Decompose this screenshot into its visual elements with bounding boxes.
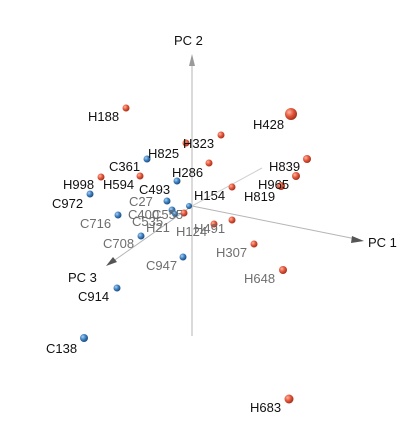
data-points: H188 H428 H323 H825 H286 C361 H839 H998 H594 H965… xyxy=(46,104,311,415)
point-label-c555: C555 xyxy=(152,207,183,222)
data-point-h965 xyxy=(292,172,300,180)
point-label-h998: H998 xyxy=(63,177,94,192)
point-label-h683: H683 xyxy=(250,400,281,415)
data-point-c972 xyxy=(86,190,94,198)
point-label-h819: H819 xyxy=(244,189,275,204)
data-point-c555 xyxy=(186,203,192,209)
data-point-h124 xyxy=(210,220,218,228)
point-label-c493: C493 xyxy=(139,182,170,197)
point-label-c138: C138 xyxy=(46,341,77,356)
data-point-h323 xyxy=(217,131,225,139)
point-label-h154: H154 xyxy=(194,188,225,203)
point-label-h839: H839 xyxy=(269,159,300,174)
data-point-h825 xyxy=(182,139,190,147)
data-point-c947 xyxy=(179,253,187,261)
point-label-h428: H428 xyxy=(253,117,284,132)
data-point-c716 xyxy=(114,211,122,219)
point-label-c400: C400 xyxy=(128,207,159,222)
data-point-h188 xyxy=(122,104,130,112)
data-point-c361 xyxy=(143,155,151,163)
point-label-h491: H491 xyxy=(194,221,225,236)
point-label-c27: C27 xyxy=(129,194,153,209)
axis-pc3-line xyxy=(111,205,193,263)
axis-pc3-arrow xyxy=(106,257,117,266)
point-label-h965: H965 xyxy=(258,177,289,192)
data-point-h491 xyxy=(228,216,236,224)
axis-pc1-arrow xyxy=(351,236,364,243)
axis-label-pc2: PC 2 xyxy=(174,33,203,48)
axes xyxy=(106,54,364,336)
data-point-c27 xyxy=(163,197,171,205)
point-label-h648: H648 xyxy=(244,271,275,286)
data-point-h307 xyxy=(250,240,258,248)
data-point-h21 xyxy=(180,209,188,217)
point-label-h323: H323 xyxy=(183,136,214,151)
point-label-c914: C914 xyxy=(78,289,109,304)
point-label-h825: H825 xyxy=(148,146,179,161)
data-point-h286 xyxy=(205,159,213,167)
data-point-h648 xyxy=(279,266,287,274)
axis-pc1-line xyxy=(191,205,357,240)
point-label-c535: C535 xyxy=(132,214,163,229)
point-label-c708: C708 xyxy=(103,236,134,251)
data-point-c708 xyxy=(137,232,145,240)
data-point-h154 xyxy=(228,183,236,191)
axis-label-pc1: PC 1 xyxy=(368,235,397,250)
point-label-h124: H124 xyxy=(176,224,207,239)
point-label-h188: H188 xyxy=(88,109,119,124)
point-label-h307: H307 xyxy=(216,245,247,260)
point-label-c716: C716 xyxy=(80,216,111,231)
point-label-h21: H21 xyxy=(146,220,170,235)
point-label-h286: H286 xyxy=(172,165,203,180)
point-label-c947: C947 xyxy=(146,258,177,273)
data-point-h683 xyxy=(284,394,294,404)
point-label-h594: H594 xyxy=(103,177,134,192)
axis-pc1-back xyxy=(191,167,263,207)
data-point-h998 xyxy=(97,173,105,181)
axis-label-pc3: PC 3 xyxy=(68,270,97,285)
data-point-c535 xyxy=(172,211,178,217)
data-point-h594 xyxy=(136,172,144,180)
data-point-c493 xyxy=(173,177,181,185)
axis-pc2-arrow xyxy=(189,54,195,66)
point-label-c361: C361 xyxy=(109,159,140,174)
data-point-h428 xyxy=(285,108,297,120)
data-point-c138 xyxy=(80,334,88,342)
point-label-c972: C972 xyxy=(52,196,83,211)
data-point-h839 xyxy=(303,155,311,163)
data-point-c914 xyxy=(113,284,121,292)
data-point-h819 xyxy=(277,182,285,190)
